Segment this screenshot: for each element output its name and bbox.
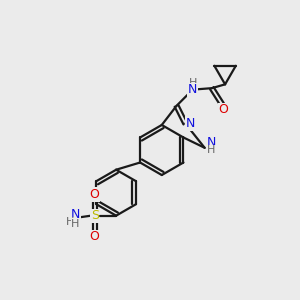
Text: O: O xyxy=(90,230,100,243)
Text: H: H xyxy=(207,145,215,155)
Text: N: N xyxy=(206,136,216,149)
Text: O: O xyxy=(219,103,229,116)
Text: N: N xyxy=(188,83,197,96)
Text: H: H xyxy=(71,219,80,229)
Text: H: H xyxy=(188,78,197,88)
Text: O: O xyxy=(90,188,100,201)
Text: N: N xyxy=(186,117,195,130)
Text: H: H xyxy=(65,218,74,227)
Text: S: S xyxy=(91,209,99,222)
Text: N: N xyxy=(71,208,80,221)
